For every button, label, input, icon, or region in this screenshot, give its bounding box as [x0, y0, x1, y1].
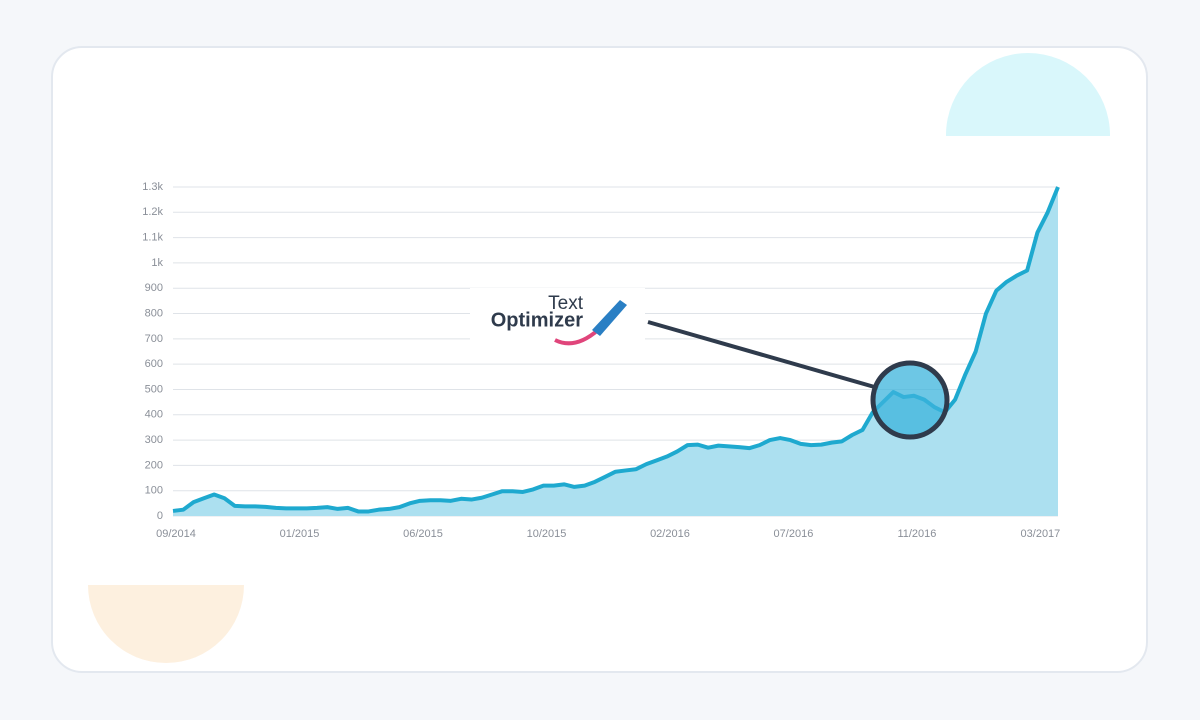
y-tick-label: 400	[145, 409, 163, 421]
decor-circle	[946, 53, 1110, 136]
y-tick-label: 100	[145, 485, 163, 497]
logo-rocket	[592, 300, 627, 336]
logo-swoosh	[554, 328, 600, 346]
magnifier	[870, 360, 950, 440]
area	[173, 187, 1058, 516]
overlay: Text Optimizer	[470, 288, 950, 440]
y-tick-label: 300	[145, 434, 163, 446]
y-tick-label: 0	[157, 510, 163, 522]
x-tick-label: 02/2016	[650, 528, 690, 540]
y-tick-label: 1k	[151, 257, 163, 269]
y-tick-label: 900	[145, 282, 163, 294]
y-tick-label: 700	[145, 333, 163, 345]
logo-text: Optimizer	[491, 309, 583, 331]
y-tick-label: 1.1k	[142, 232, 163, 244]
chart: 0 100 200 300 400 500 600 700 800 900 1k 1.1k 1.2k 1.…	[142, 181, 1060, 540]
x-tick-label: 03/2017	[1021, 528, 1061, 540]
x-tick-label: 11/2016	[897, 528, 936, 540]
pointer-line	[647, 320, 879, 390]
x-tick-label: 06/2015	[403, 528, 443, 540]
x-tick-label: 10/2015	[527, 528, 567, 540]
y-tick-label: 800	[145, 307, 163, 319]
y-tick-label: 200	[145, 459, 163, 471]
y-tick-label: 1.3k	[142, 181, 163, 193]
y-tick-label: 500	[145, 383, 163, 395]
y-tick-label: 1.2k	[142, 206, 163, 218]
x-tick-label: 07/2016	[774, 528, 814, 540]
x-tick-label: 09/2014	[156, 528, 196, 540]
decor-circle	[88, 585, 244, 663]
y-tick-label: 600	[145, 358, 163, 370]
logo-text: Text	[548, 293, 584, 314]
x-tick-label: 01/2015	[280, 528, 320, 540]
